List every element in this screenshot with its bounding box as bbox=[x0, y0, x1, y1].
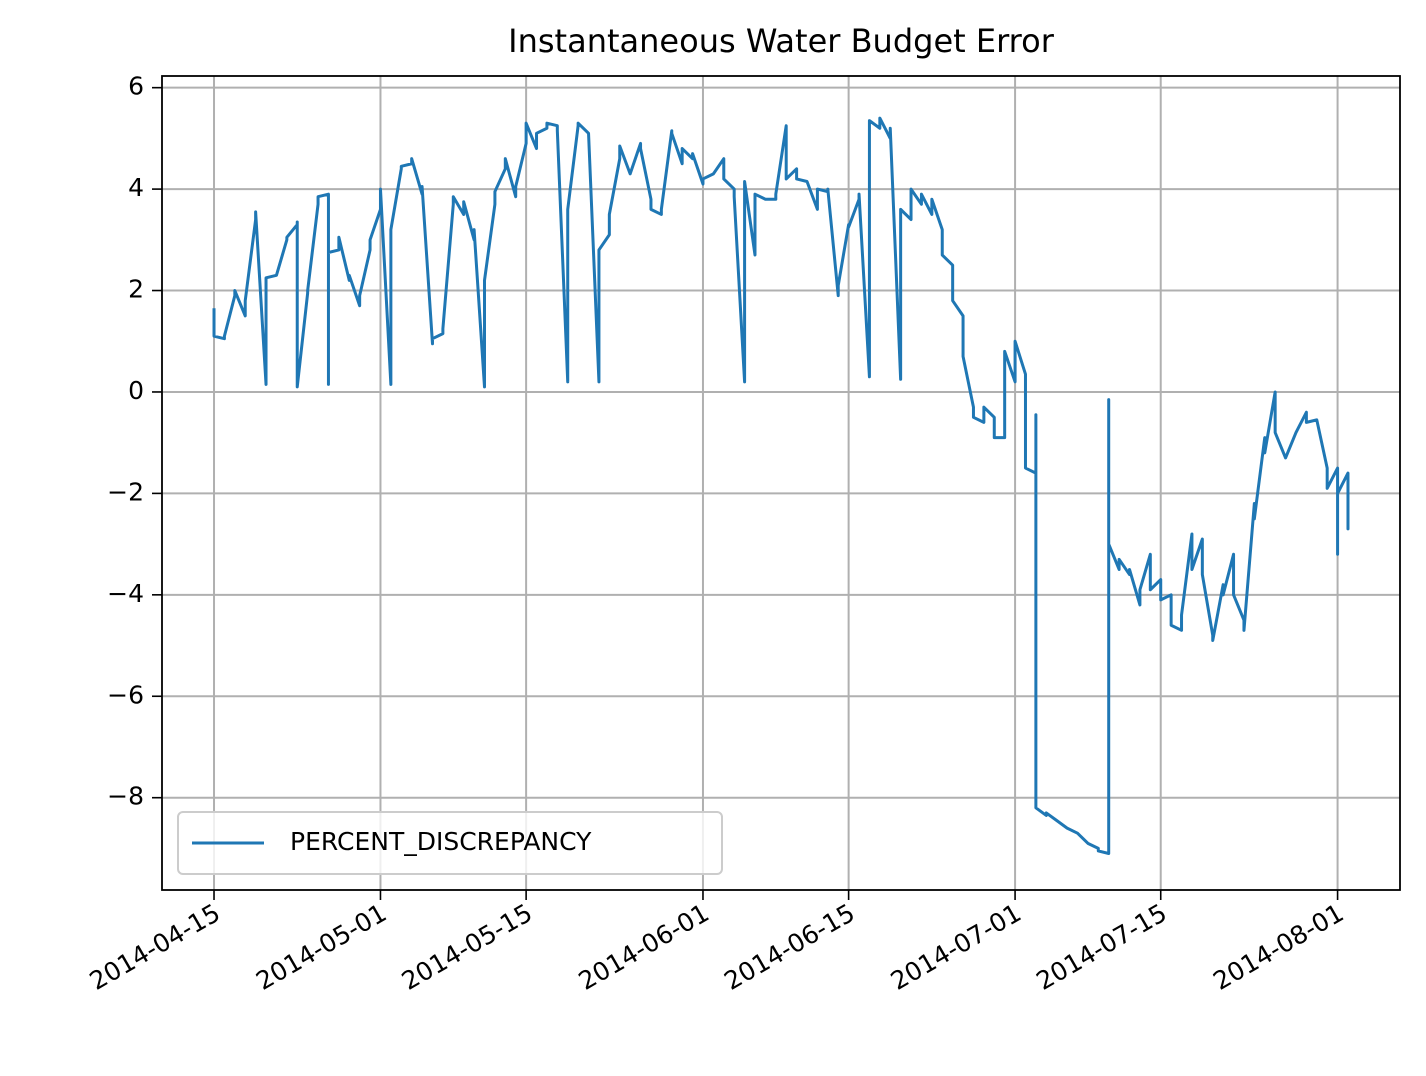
y-tick-label: 4 bbox=[128, 173, 144, 202]
x-tick-label: 2014-06-15 bbox=[719, 898, 859, 996]
y-tick-label: 0 bbox=[128, 376, 144, 405]
x-tick-label: 2014-05-15 bbox=[397, 898, 537, 996]
plot-frame bbox=[161, 75, 1401, 891]
legend-label: PERCENT_DISCREPANCY bbox=[290, 827, 592, 856]
x-tick-label: 2014-07-15 bbox=[1031, 898, 1171, 996]
y-tick-label: 6 bbox=[128, 72, 144, 101]
legend-box bbox=[177, 811, 723, 875]
y-tick-label: 2 bbox=[128, 275, 144, 304]
data-line bbox=[212, 116, 1350, 855]
y-tick-label: −4 bbox=[107, 579, 144, 608]
y-tick-label: −6 bbox=[107, 680, 144, 709]
x-tick-label: 2014-07-01 bbox=[886, 898, 1026, 996]
x-tick-label: 2014-06-01 bbox=[574, 898, 714, 996]
x-tick-label: 2014-08-01 bbox=[1208, 898, 1348, 996]
chart-title: Instantaneous Water Budget Error bbox=[508, 22, 1055, 60]
x-tick-label: 2014-04-15 bbox=[85, 898, 225, 996]
y-tick-label: −8 bbox=[107, 782, 144, 811]
y-tick-label: −2 bbox=[107, 477, 144, 506]
x-tick-label: 2014-05-01 bbox=[251, 898, 391, 996]
